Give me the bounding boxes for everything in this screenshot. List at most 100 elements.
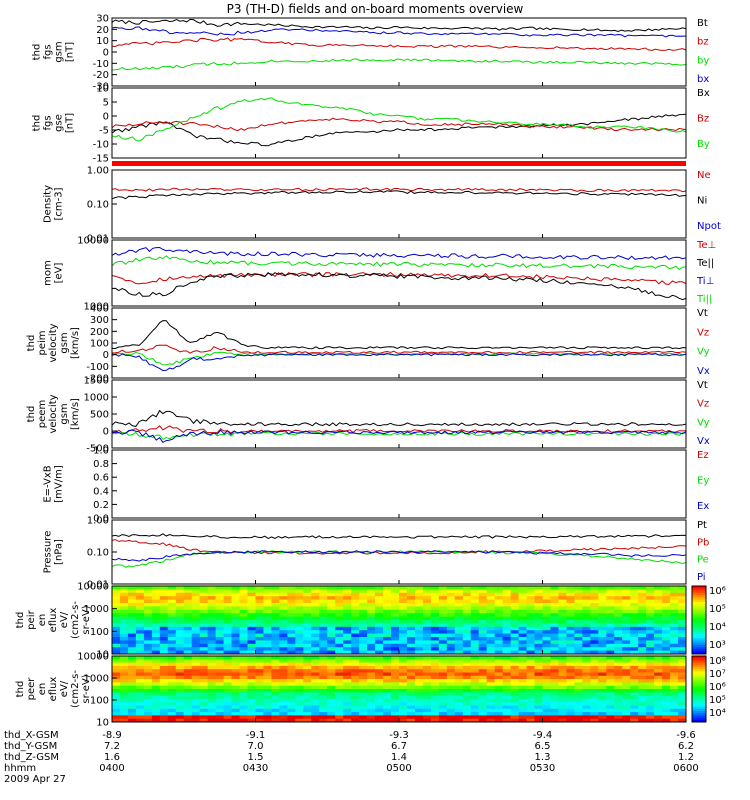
heatmap-cell (614, 715, 623, 720)
heatmap-cell (606, 679, 615, 683)
heatmap-cell (574, 669, 583, 673)
heatmap-cell (279, 596, 288, 601)
heatmap-cell (119, 662, 129, 667)
heatmap-cell (518, 672, 528, 677)
heatmap-cell (638, 705, 647, 710)
heatmap-cell (510, 689, 520, 693)
heatmap-cell (654, 659, 663, 664)
heatmap-cell (151, 705, 161, 710)
heatmap-cell (263, 715, 272, 720)
heatmap-cell (638, 599, 647, 604)
heatmap-cell (598, 606, 607, 611)
heatmap-cell (191, 695, 201, 700)
heatmap-cell (263, 620, 272, 624)
heatmap-cell (534, 637, 543, 641)
heatmap-cell (550, 633, 559, 638)
heatmap-cell (183, 669, 193, 673)
heatmap-cell (414, 650, 424, 655)
heatmap-cell (247, 609, 256, 614)
heatmap-cell (614, 643, 623, 648)
heatmap-cell (606, 672, 615, 677)
heatmap-cell (630, 705, 639, 710)
heatmap-cell (430, 718, 440, 723)
ylabel-line: [nT] (65, 42, 76, 62)
heatmap-cell (654, 692, 663, 697)
heatmap-cell (462, 702, 472, 706)
ylabel-line: thd (15, 612, 26, 629)
heatmap-cell (183, 682, 193, 687)
heatmap-cell (414, 637, 424, 641)
heatmap-cell (454, 623, 464, 628)
heatmap-cell (510, 599, 520, 604)
heatmap-cell (614, 647, 623, 652)
heatmap-cell (574, 596, 583, 601)
ytick-label: 0.01 (87, 580, 109, 591)
heatmap-cell (614, 702, 623, 706)
heatmap-cell (462, 633, 472, 638)
heatmap-cell (558, 626, 567, 631)
heatmap-cell (526, 656, 536, 660)
heatmap-cell (239, 633, 249, 638)
heatmap-cell (223, 665, 233, 670)
colorbar-cell (692, 631, 706, 635)
heatmap-cell (638, 637, 647, 641)
heatmap-cell (271, 659, 280, 664)
heatmap-cell (574, 705, 583, 710)
heatmap-cell (255, 675, 264, 680)
heatmap-cell (135, 623, 145, 628)
heatmap-cell (654, 689, 663, 693)
heatmap-cell (582, 662, 591, 667)
heatmap-cell (590, 586, 599, 590)
heatmap-cell (183, 698, 193, 703)
heatmap-cell (135, 592, 145, 597)
heatmap-cell (678, 609, 687, 614)
heatmap-cell (566, 672, 575, 677)
colorbar-cell (692, 649, 706, 653)
heatmap-cell (311, 659, 320, 664)
heatmap-cell (622, 715, 631, 720)
heatmap-cell (422, 689, 432, 693)
heatmap-cell (143, 609, 153, 614)
heatmap-cell (510, 692, 520, 697)
heatmap-cell (678, 606, 687, 611)
heatmap-cell (558, 633, 567, 638)
heatmap-cell (510, 643, 520, 648)
heatmap-cell (351, 592, 360, 597)
heatmap-cell (255, 589, 264, 594)
heatmap-cell (462, 675, 472, 680)
heatmap-cell (494, 665, 504, 670)
heatmap-cell (486, 689, 496, 693)
heatmap-cell (502, 620, 512, 624)
heatmap-cell (630, 650, 639, 655)
heatmap-cell (351, 692, 360, 697)
heatmap-cell (215, 715, 225, 720)
heatmap-cell (630, 640, 639, 645)
heatmap-cell (438, 708, 448, 713)
heatmap-cell (470, 606, 480, 611)
heatmap-cell (486, 592, 496, 597)
heatmap-cell (199, 599, 209, 604)
heatmap-cell (526, 623, 536, 628)
heatmap-cell (550, 596, 559, 601)
heatmap-cell (263, 586, 272, 590)
heatmap-cell (247, 692, 256, 697)
heatmap-cell (215, 675, 225, 680)
heatmap-cell (167, 599, 177, 604)
heatmap-cell (446, 630, 456, 635)
ytick-label: 1500 (84, 376, 109, 387)
heatmap-cell (151, 702, 161, 706)
heatmap-cell (279, 705, 288, 710)
heatmap-cell (470, 586, 480, 590)
heatmap-cell (614, 637, 623, 641)
heatmap-cell (662, 698, 671, 703)
ylabel-line: [nPa] (54, 539, 65, 565)
ylabel-line: thd (15, 681, 26, 698)
heatmap-cell (183, 712, 193, 716)
heatmap-cell (550, 599, 559, 604)
heatmap-cell (582, 637, 591, 641)
legend-Ni: Ni (697, 196, 707, 207)
colorbar-cell (692, 689, 706, 692)
ylabel-line: (cm2-s- (70, 670, 81, 708)
heatmap-cell (670, 708, 679, 713)
heatmap-cell (470, 609, 480, 614)
